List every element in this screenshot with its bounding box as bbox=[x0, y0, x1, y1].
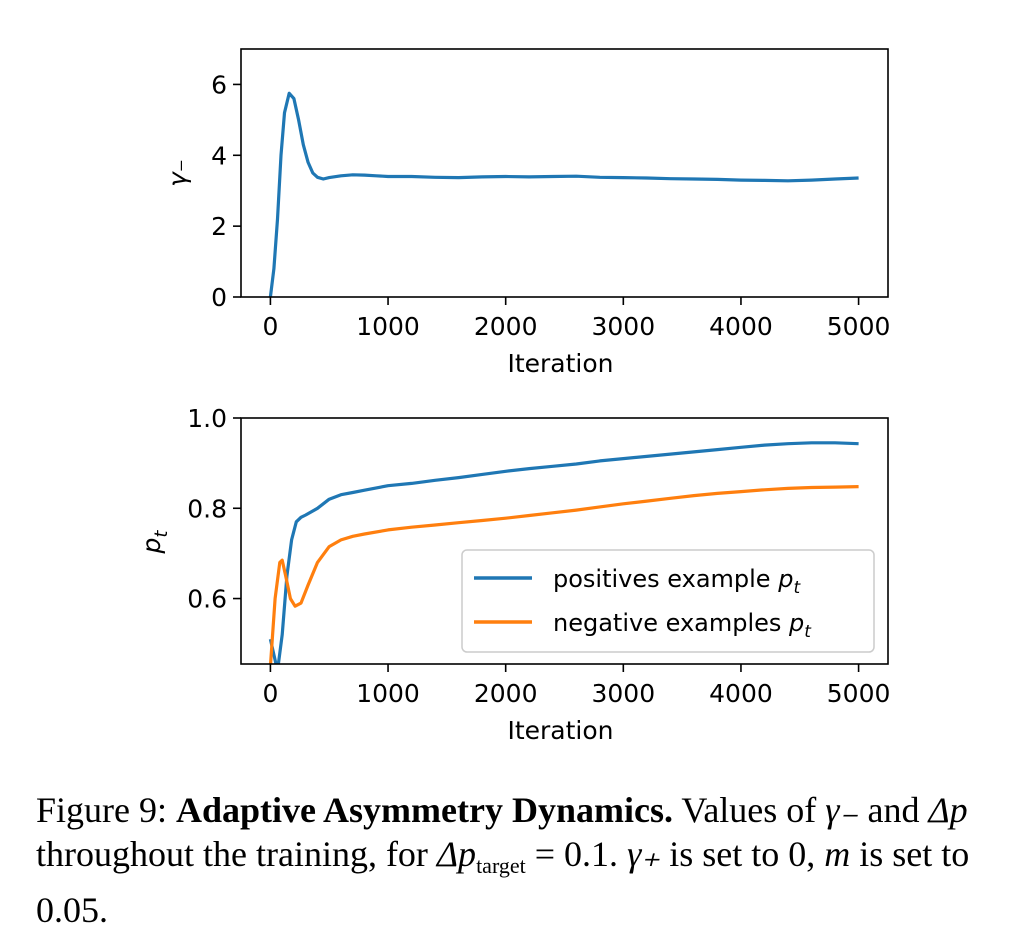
caption-text-3: throughout the training, for bbox=[36, 834, 428, 874]
series-line-1 bbox=[268, 485, 859, 664]
plot-frame bbox=[240, 417, 889, 665]
y-axis-title: pt bbox=[137, 530, 172, 555]
legend-label-var: p bbox=[777, 565, 793, 593]
legend-label-sub: t bbox=[804, 622, 812, 642]
x-tick-label: 3000 bbox=[592, 312, 656, 341]
caption-bold-title: Adaptive Asymmetry Dynamics. bbox=[176, 790, 673, 830]
x-tick-label: 4000 bbox=[709, 679, 773, 708]
y-tick-label: 0.6 bbox=[187, 585, 227, 614]
y-axis-title-sub: t bbox=[151, 530, 172, 538]
x-tick-label: 4000 bbox=[709, 312, 773, 341]
caption-text-6: . bbox=[99, 890, 108, 930]
x-tick-label: 5000 bbox=[827, 679, 891, 708]
plot-frame bbox=[240, 48, 889, 298]
gamma-minus-plot: 0 1000 2000 3000 4000 5000 0 2 4 6 Iteration γ₋ bbox=[163, 48, 891, 378]
x-tick-label: 2000 bbox=[474, 312, 538, 341]
x-tick-label: 3000 bbox=[592, 679, 656, 708]
x-axis-title: Iteration bbox=[507, 716, 613, 745]
y-tick-label: 2 bbox=[211, 212, 227, 241]
x-tick-label: 2000 bbox=[474, 679, 538, 708]
series-line-0 bbox=[268, 441, 859, 664]
caption-text-2: and bbox=[867, 790, 920, 830]
y-tick-label: 4 bbox=[211, 141, 227, 170]
caption-text-1: Values of bbox=[681, 790, 817, 830]
caption-text-4: is set to 0, bbox=[669, 834, 816, 874]
caption-text-5: is set to bbox=[859, 834, 970, 874]
y-axis-title-base: p bbox=[137, 538, 166, 555]
caption-gamma-plus: γ₊ bbox=[627, 834, 661, 874]
caption-gamma-minus: γ₋ bbox=[825, 790, 859, 830]
legend-label-text: negative examples bbox=[553, 609, 789, 637]
x-tick-label: 1000 bbox=[356, 679, 420, 708]
y-tick-label: 6 bbox=[211, 70, 227, 99]
figure-charts: 0 1000 2000 3000 4000 5000 0 2 4 6 Iteration γ₋ 0 10… bbox=[137, 48, 891, 745]
y-tick-label: 0 bbox=[211, 283, 227, 312]
caption-target-subscript: target bbox=[476, 853, 526, 878]
x-tick-label: 0 bbox=[262, 679, 278, 708]
x-tick-label: 1000 bbox=[356, 312, 420, 341]
caption-delta-p-target: Δp bbox=[436, 834, 477, 874]
legend-label-sub: t bbox=[793, 578, 801, 598]
figure-caption: Figure 9: Adaptive Asymmetry Dynamics. V… bbox=[36, 788, 1011, 932]
legend-label-1: negative examples pt bbox=[553, 609, 812, 642]
caption-delta-p: Δp bbox=[928, 790, 968, 830]
caption-figure-label: Figure 9: bbox=[36, 790, 167, 830]
x-tick-label: 0 bbox=[262, 312, 278, 341]
caption-m: m bbox=[824, 834, 851, 874]
series-line-0 bbox=[268, 91, 859, 297]
legend-label-0: positives example pt bbox=[553, 565, 801, 598]
y-axis-title: γ₋ bbox=[163, 159, 192, 187]
legend-label-text: positives example bbox=[553, 565, 778, 593]
caption-m-value: 0.05 bbox=[36, 890, 99, 930]
legend-label-var: p bbox=[788, 609, 804, 637]
pt-plot: 0 1000 2000 3000 4000 5000 0.6 0.8 1.0 Iteration p… bbox=[137, 404, 890, 745]
x-tick-label: 5000 bbox=[827, 312, 891, 341]
legend-box bbox=[461, 549, 875, 653]
x-axis-title: Iteration bbox=[507, 349, 613, 378]
caption-eq-value: = 0.1. bbox=[534, 834, 619, 874]
y-tick-label: 0.8 bbox=[187, 494, 227, 523]
y-tick-label: 1.0 bbox=[187, 404, 227, 433]
